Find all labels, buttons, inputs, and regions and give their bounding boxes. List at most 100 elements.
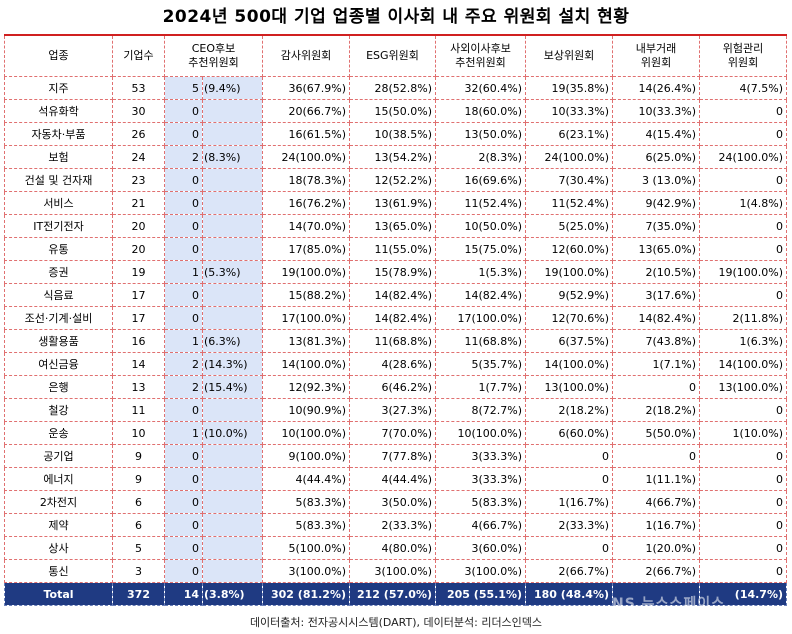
committee-value-cell: 3(100.0%) [262, 559, 351, 583]
table-row: 보험 24 2 (8.3%) 24(100.0%) 13(54.2%) 2(8.3%) 24(… [4, 145, 788, 169]
company-count-cell: 26 [112, 122, 165, 146]
ceo-committee-pct-cell: (9.4%) [201, 76, 264, 100]
ceo-committee-pct-cell [201, 283, 264, 307]
company-count-cell: 17 [112, 306, 165, 330]
company-count-cell: 30 [112, 99, 165, 123]
committee-value-cell: 5(25.0%) [525, 214, 614, 238]
industry-cell: 조선·기계·설비 [4, 306, 113, 330]
company-count-cell: 23 [112, 168, 165, 192]
committee-value-cell: 10(50.0%) [435, 214, 527, 238]
committee-value-cell: 1(10.0%) [699, 421, 788, 445]
committee-value-cell: 5(83.3%) [435, 490, 527, 514]
ceo-committee-count-cell: 0 [164, 467, 203, 491]
industry-cell: 석유화학 [4, 99, 113, 123]
ceo-committee-count-cell: 2 [164, 145, 203, 169]
company-count-cell: 6 [112, 490, 165, 514]
committee-value-cell: 2(66.7%) [612, 559, 701, 583]
committee-value-cell: 7(30.4%) [525, 168, 614, 192]
industry-cell: 은행 [4, 375, 113, 399]
committee-value-cell: 13(50.0%) [435, 122, 527, 146]
committee-value-cell: 13(81.3%) [262, 329, 351, 353]
ceo-committee-count-cell: 0 [164, 283, 203, 307]
committee-value-cell: 11(55.0%) [349, 237, 437, 261]
table-row: 증권 19 1 (5.3%) 19(100.0%) 15(78.9%) 1(5.3%) 19(… [4, 260, 788, 284]
committee-value-cell: 14(100.0%) [525, 352, 614, 376]
table-row: 공기업 9 0 9(100.0%) 7(77.8%) 3(33.3%) 0 0 0 [4, 444, 788, 468]
company-count-cell: 14 [112, 352, 165, 376]
committee-value-cell: 24(100.0%) [699, 145, 788, 169]
committee-value-cell: 11(52.4%) [525, 191, 614, 215]
committee-value-cell: 10(100.0%) [262, 421, 351, 445]
company-count-cell: 5 [112, 536, 165, 560]
committee-value-cell: 4(7.5%) [699, 76, 788, 100]
ceo-committee-pct-cell: (5.3%) [201, 260, 264, 284]
ceo-committee-count-cell: 1 [164, 329, 203, 353]
committee-value-cell: 6(23.1%) [525, 122, 614, 146]
ceo-committee-pct-cell [201, 536, 264, 560]
company-count-cell: 11 [112, 398, 165, 422]
committee-value-cell: 13(54.2%) [349, 145, 437, 169]
committee-value-cell: 1(16.7%) [525, 490, 614, 514]
ceo-committee-pct-cell [201, 559, 264, 583]
committee-value-cell: 13(65.0%) [349, 214, 437, 238]
committee-value-cell: 7(77.8%) [349, 444, 437, 468]
committee-value-cell: 13(100.0%) [525, 375, 614, 399]
ceo-committee-pct-cell: (14.3%) [201, 352, 264, 376]
table-row: IT전기전자 20 0 14(70.0%) 13(65.0%) 10(50.0%) 5(25… [4, 214, 788, 238]
column-header: 사외이사후보 추천위원회 [435, 34, 527, 77]
committee-value-cell: 1(7.7%) [435, 375, 527, 399]
committee-value-cell: 10(90.9%) [262, 398, 351, 422]
industry-cell: 증권 [4, 260, 113, 284]
industry-cell: 서비스 [4, 191, 113, 215]
ceo-committee-pct-cell: (6.3%) [201, 329, 264, 353]
industry-cell: 철강 [4, 398, 113, 422]
committee-value-cell: 5(50.0%) [612, 421, 701, 445]
ceo-committee-count-cell: 0 [164, 122, 203, 146]
committee-value-cell: 3(100.0%) [435, 559, 527, 583]
industry-cell: 식음료 [4, 283, 113, 307]
company-count-cell: 21 [112, 191, 165, 215]
column-header: 업종 [4, 34, 113, 77]
industry-cell: 생활용품 [4, 329, 113, 353]
total-row: Total 372 14 (3.8%) 302 (81.2%) 212 (57.0%) 20… [4, 582, 788, 606]
committee-value-cell: 4(28.6%) [349, 352, 437, 376]
committee-value-cell: 19(100.0%) [525, 260, 614, 284]
ceo-committee-pct-cell [201, 490, 264, 514]
committee-value-cell: 13(61.9%) [349, 191, 437, 215]
ceo-committee-pct-cell: (10.0%) [201, 421, 264, 445]
committee-value-cell: 4(44.4%) [349, 467, 437, 491]
committee-value-cell: 15(50.0%) [349, 99, 437, 123]
committee-value-cell: 3(100.0%) [349, 559, 437, 583]
committee-value-cell: 18(78.3%) [262, 168, 351, 192]
ceo-committee-pct-cell: (8.3%) [201, 145, 264, 169]
committee-value-cell: 1(4.8%) [699, 191, 788, 215]
committee-value-cell: 11(68.8%) [435, 329, 527, 353]
committee-value-cell: 10(100.0%) [435, 421, 527, 445]
table-row: 에너지 9 0 4(44.4%) 4(44.4%) 3(33.3%) 0 1(11.1%) 0 [4, 467, 788, 491]
ceo-committee-count-cell: 0 [164, 490, 203, 514]
committee-value-cell: 15(78.9%) [349, 260, 437, 284]
ceo-committee-pct-cell [201, 237, 264, 261]
committee-value-cell: 2(8.3%) [435, 145, 527, 169]
industry-cell: 운송 [4, 421, 113, 445]
committee-value-cell: 0 [699, 122, 788, 146]
committee-value-cell: 20(66.7%) [262, 99, 351, 123]
committee-value-cell: 0 [699, 444, 788, 468]
ceo-committee-count-cell: 2 [164, 352, 203, 376]
committee-value-cell: 8(72.7%) [435, 398, 527, 422]
industry-cell: 공기업 [4, 444, 113, 468]
company-count-cell: 372 [112, 582, 165, 606]
committee-value-cell: 12(52.2%) [349, 168, 437, 192]
committee-value-cell: 14(70.0%) [262, 214, 351, 238]
ceo-committee-pct-cell [201, 99, 264, 123]
committee-value-cell: 14(82.4%) [435, 283, 527, 307]
committee-value-cell: 32(60.4%) [435, 76, 527, 100]
committee-value-cell: 16(69.6%) [435, 168, 527, 192]
committee-value-cell: 19(100.0%) [699, 260, 788, 284]
table-row: 상사 5 0 5(100.0%) 4(80.0%) 3(60.0%) 0 1(20.0%) 0 [4, 536, 788, 560]
industry-cell: 건설 및 건자재 [4, 168, 113, 192]
company-count-cell: 19 [112, 260, 165, 284]
committee-value-cell: 212 (57.0%) [349, 582, 437, 606]
industry-cell: 2차전지 [4, 490, 113, 514]
committee-value-cell: 3(17.6%) [612, 283, 701, 307]
